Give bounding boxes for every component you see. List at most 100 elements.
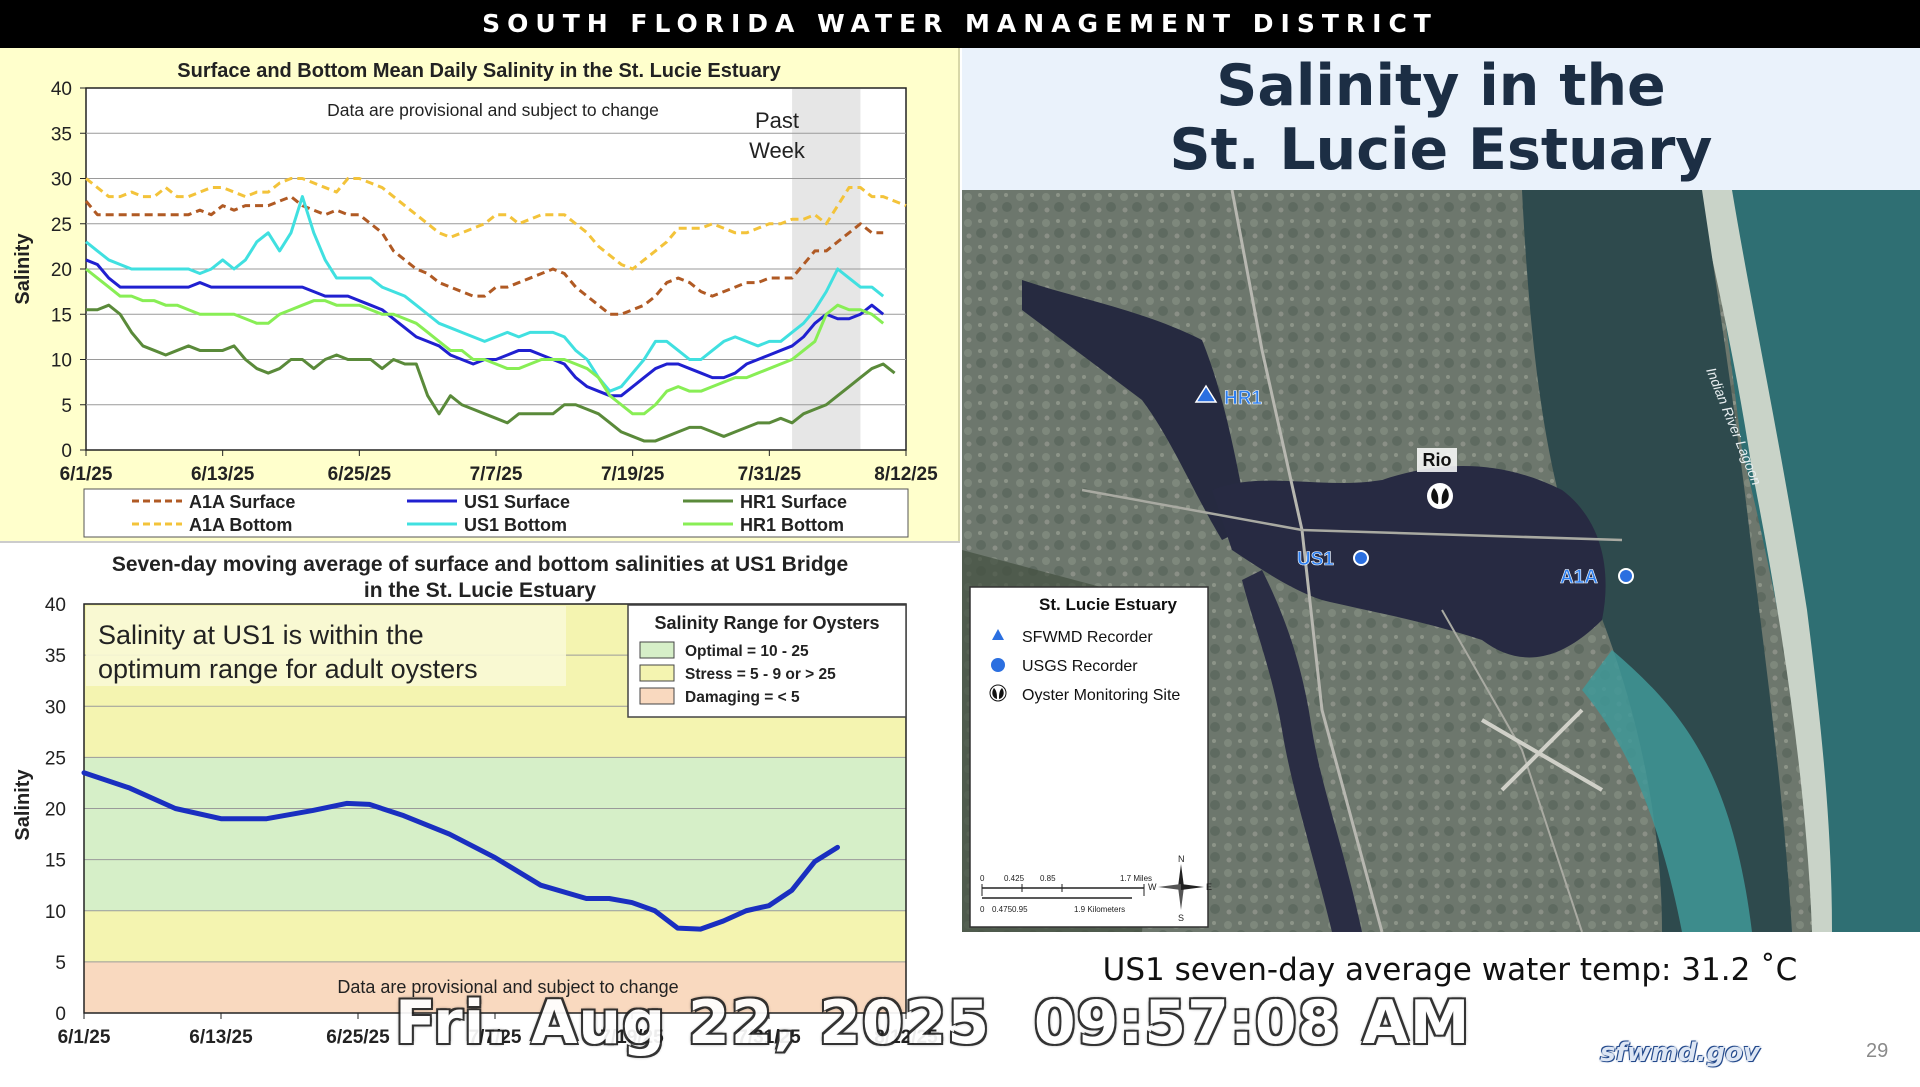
svg-text:1.9 Kilometers: 1.9 Kilometers — [1074, 905, 1125, 914]
svg-text:0.85: 0.85 — [1040, 874, 1056, 883]
svg-text:0.475: 0.475 — [992, 905, 1013, 914]
slide-title-line-1: Salinity in the — [1216, 53, 1666, 119]
north-fork — [1022, 280, 1262, 540]
chart1-grid — [86, 132, 906, 406]
chart1-y-axis-label: Salinity — [12, 233, 34, 305]
rio-label: Rio — [1423, 450, 1452, 470]
scale-bar: 0 0.425 0.85 1.7 Miles 0 0.475 0.95 1.9 … — [980, 874, 1152, 914]
legend-label: US1 Bottom — [464, 515, 567, 535]
chart1-title: Surface and Bottom Mean Daily Salinity i… — [177, 60, 781, 82]
triangle-icon — [1194, 384, 1218, 403]
estuary-map: HR1 US1 A1A Rio Indian River Lagoon St. … — [962, 190, 1920, 932]
x-tick-label: 7/19/25 — [600, 1027, 664, 1048]
past-week-label-1: Past — [755, 108, 799, 133]
oyster-band — [84, 910, 906, 962]
dot-icon — [1618, 568, 1634, 584]
y-tick-label: 5 — [55, 953, 66, 974]
chart1-x-ticks: 6/1/25 6/13/25 6/25/25 7/7/25 7/19/25 7/31/25… — [60, 450, 938, 485]
x-tick-label: 7/19/25 — [601, 464, 665, 485]
slide-title-line-2: St. Lucie Estuary — [1169, 117, 1713, 183]
chart2-y-ticks: 0 5 10 15 20 25 30 35 40 — [45, 595, 66, 1025]
a1a-label: A1A — [1560, 567, 1598, 588]
chart1-series — [84, 177, 907, 443]
y-tick-label: 25 — [45, 748, 66, 769]
legend-label: US1 Surface — [464, 492, 570, 512]
video-timestamp-overlay: Fri. Aug 22, 2025 09:57:08 AM — [395, 988, 1471, 1058]
triangle-icon — [992, 629, 1004, 640]
y-tick-label: 20 — [45, 800, 66, 821]
runway — [1480, 708, 1604, 792]
legend-label: HR1 Bottom — [740, 515, 844, 535]
svg-text:0: 0 — [980, 874, 985, 883]
dot-icon — [1353, 550, 1369, 566]
svg-text:S: S — [1178, 913, 1184, 923]
chart2-x-ticks: 6/1/25 6/13/25 6/25/25 7/7/25 7/19/25 7/31/25… — [58, 1013, 938, 1048]
y-tick-label: 30 — [51, 170, 72, 191]
oyster-legend-label: Damaging = < 5 — [685, 689, 800, 706]
chart2-title-line-2: in the St. Lucie Estuary — [364, 579, 597, 602]
chart2-title-line-1: Seven-day moving average of surface and … — [112, 553, 848, 576]
x-tick-label: 7/7/25 — [470, 464, 523, 485]
chart1-annotation: Data are provisional and subject to chan… — [327, 100, 659, 120]
map-legend-title: St. Lucie Estuary — [1039, 595, 1177, 614]
series-line-a1a-bottom — [85, 177, 907, 271]
legend-label: HR1 Surface — [740, 492, 847, 512]
x-tick-label: 8/12/25 — [874, 1027, 938, 1048]
callout-line-1: Salinity at US1 is within the — [98, 620, 424, 650]
x-tick-label: 7/31/25 — [737, 1027, 801, 1048]
series-line-hr1-surface — [86, 303, 896, 443]
estuary-main — [1212, 466, 1606, 658]
legend-sfwmd: SFWMD Recorder — [1022, 629, 1153, 646]
x-tick-label: 7/31/25 — [738, 464, 802, 485]
y-tick-label: 35 — [45, 646, 66, 667]
series-line-a1a-surface — [84, 195, 884, 316]
y-tick-label: 10 — [51, 351, 72, 372]
chart1-legend: A1A Surface A1A Bottom US1 Surface US1 Bott… — [83, 488, 909, 538]
series-line-hr1-bottom — [85, 267, 885, 416]
road — [1441, 609, 1583, 932]
south-fork — [1242, 570, 1362, 932]
estuary-map-image: HR1 US1 A1A Rio Indian River Lagoon St. … — [962, 190, 1920, 932]
legend-label: A1A Bottom — [189, 515, 292, 535]
rio-marker: Rio — [1417, 448, 1457, 509]
y-tick-label: 30 — [45, 697, 66, 718]
bottom-chart-panel: Seven-day moving average of surface and … — [0, 541, 960, 1080]
oyster-legend-swatch — [639, 641, 675, 659]
x-tick-label: 8/12/25 — [874, 464, 938, 485]
callout-line-2: optimum range for adult oysters — [98, 654, 478, 684]
oyster-legend-title: Salinity Range for Oysters — [654, 613, 879, 633]
sfwmd-logo: sfwmd.gov — [1600, 1038, 1760, 1068]
daily-salinity-chart: Surface and Bottom Mean Daily Salinity i… — [12, 60, 938, 538]
chart1-y-ticks: 0 5 10 15 20 25 30 35 40 — [51, 79, 86, 462]
y-tick-label: 5 — [61, 396, 72, 417]
us1-moving-average-line — [81, 770, 840, 932]
us1-marker: US1 — [1297, 549, 1369, 570]
oyster-band — [84, 961, 906, 1013]
hr1-label: HR1 — [1224, 388, 1262, 409]
y-tick-label: 10 — [45, 902, 66, 923]
barrier-beach — [1697, 190, 1832, 932]
x-tick-label: 6/25/25 — [326, 1027, 390, 1048]
y-tick-label: 40 — [45, 595, 66, 616]
map-legend: St. Lucie Estuary SFWMD Recorder USGS Re… — [969, 586, 1212, 928]
moving-average-chart: Seven-day moving average of surface and … — [12, 553, 938, 1048]
oyster-icon — [1427, 483, 1453, 509]
chart2-y-axis-label: Salinity — [12, 769, 34, 841]
svg-text:E: E — [1206, 882, 1212, 892]
x-tick-label: 6/1/25 — [60, 464, 113, 485]
inlet-shoals — [1582, 650, 1752, 932]
legend-usgs: USGS Recorder — [1022, 658, 1138, 675]
legend-oyster: Oyster Monitoring Site — [1022, 687, 1180, 704]
oyster-range-legend: Salinity Range for Oysters Optimal = 10 -… — [627, 604, 907, 718]
header-bar: SOUTH FLORIDA WATER MANAGEMENT DISTRICT — [0, 0, 1920, 48]
callout-box — [86, 606, 566, 686]
header-title: SOUTH FLORIDA WATER MANAGEMENT DISTRICT — [482, 9, 1438, 38]
y-tick-label: 20 — [51, 260, 72, 281]
slide-title: Salinity in the St. Lucie Estuary — [962, 48, 1920, 190]
past-week-label-2: Week — [749, 138, 806, 163]
y-tick-label: 35 — [51, 124, 72, 145]
oyster-legend-label: Stress = 5 - 9 or > 25 — [685, 666, 836, 683]
water-temp-text: US1 seven-day average water temp: 31.2 ˚… — [1102, 952, 1798, 988]
chart2-annotation: Data are provisional and subject to chan… — [337, 977, 678, 997]
x-tick-label: 6/25/25 — [328, 464, 392, 485]
